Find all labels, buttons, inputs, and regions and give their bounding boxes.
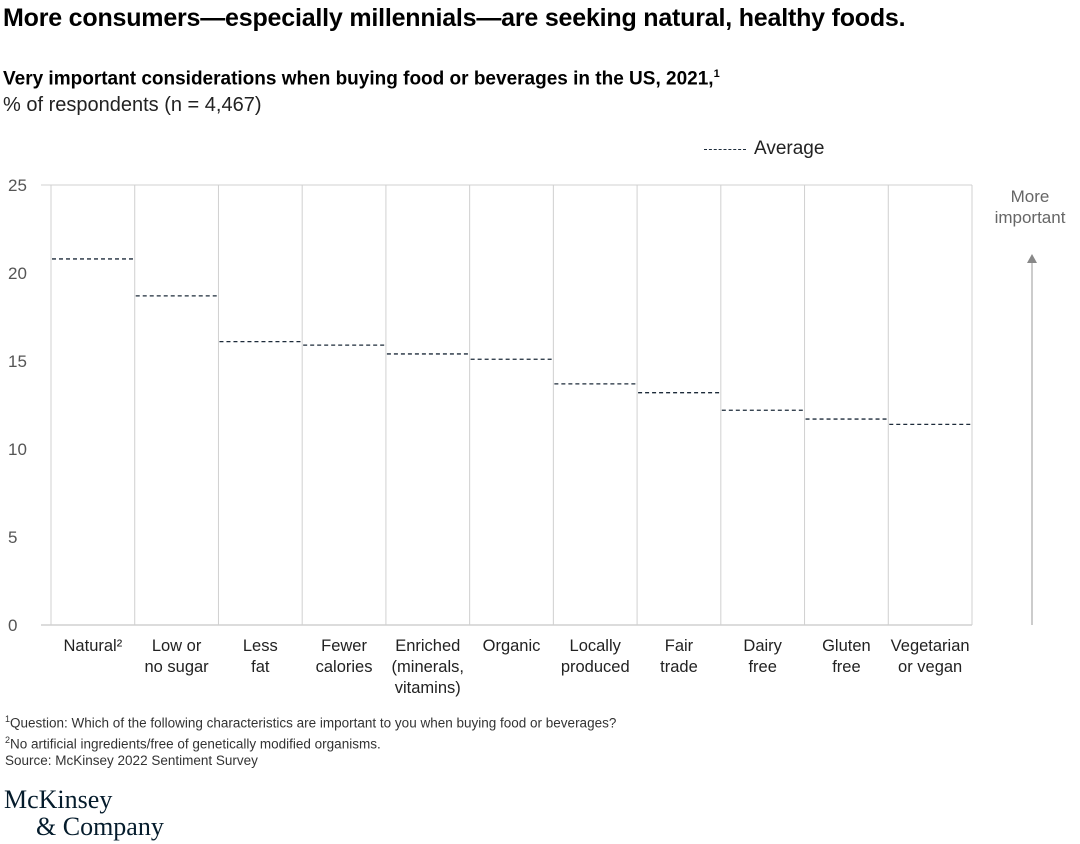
x-category-label: Vegetarian or vegan (891, 637, 970, 676)
chart-subtitle: Very important considerations when buyin… (3, 68, 720, 90)
y-tick-label: 10 (8, 440, 27, 459)
legend-label: Average (754, 138, 825, 159)
more-important-label: More important (994, 187, 1066, 227)
x-category-label: Gluten free (822, 637, 871, 676)
y-tick-label: 25 (8, 176, 27, 195)
y-tick-label: 15 (8, 352, 27, 371)
x-category-label: Less fat (243, 637, 278, 676)
x-category-label: Low or no sugar (144, 637, 209, 676)
x-category-label: Fair trade (660, 637, 698, 676)
x-category-label: Dairy free (743, 637, 782, 676)
legend-dash-swatch (704, 148, 746, 150)
y-tick-label: 20 (8, 264, 27, 283)
chart: 0 5 10 15 20 25 Natural² Low or no sugar Less fat F… (8, 176, 1037, 697)
unit-label: % of respondents (n = 4,467) (3, 94, 262, 116)
y-tick-label: 0 (8, 616, 17, 635)
page-title: More consumers—especially millennials—ar… (3, 4, 906, 32)
legend: Average (704, 138, 824, 160)
footnote-1: 1Question: Which of the following charac… (5, 714, 617, 731)
source: Source: McKinsey 2022 Sentiment Survey (5, 753, 258, 768)
footnote-2: 2No artificial ingredients/free of genet… (5, 734, 381, 752)
x-category-label: Fewer calories (316, 637, 373, 676)
x-category-label: Organic (483, 637, 541, 655)
arrow-up-icon (1027, 254, 1037, 263)
x-category-label: Locally produced (561, 637, 630, 676)
subtitle-footnote-mark: 1 (713, 68, 720, 80)
mckinsey-logo: McKinsey & Company (4, 785, 164, 841)
footnotes: 1Question: Which of the following charac… (5, 711, 616, 769)
y-tick-label: 5 (8, 528, 17, 547)
subtitle-text: Very important considerations when buyin… (3, 68, 714, 90)
x-category-label: Enriched (minerals, vitamins) (392, 637, 464, 697)
x-category-label: Natural² (64, 637, 123, 655)
